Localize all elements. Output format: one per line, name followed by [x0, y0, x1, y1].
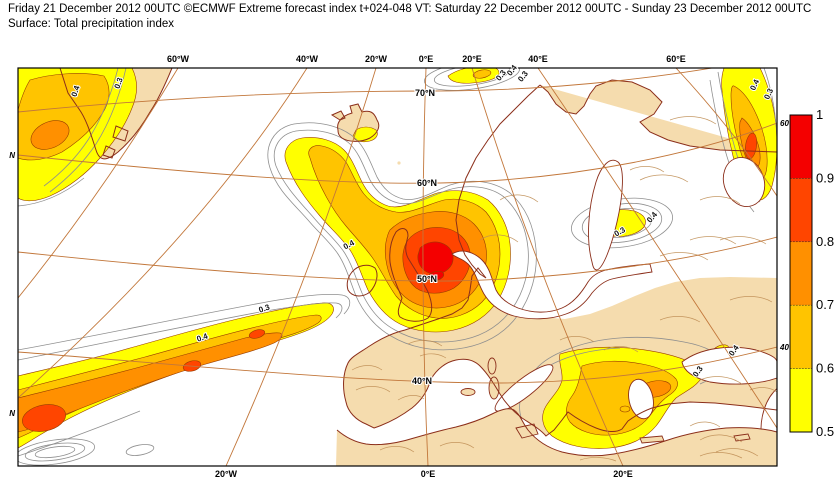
graticule-layer — [18, 68, 777, 466]
legend-tick-label: 0.9 — [816, 170, 834, 185]
graticule-label: 60 — [780, 119, 789, 128]
legend-tick-label: 0.8 — [816, 234, 834, 249]
top-longitude-labels: 60°W 40°W 20°W 0°E 20°E 40°E 60°E — [167, 54, 686, 64]
sea-aegean — [628, 378, 654, 420]
efi-blob-layer — [18, 68, 777, 449]
graticule-label: 0°E — [421, 469, 436, 479]
legend-segment — [789, 304, 813, 369]
land-scandinavia-russia — [343, 80, 777, 436]
graticule-label: 0°E — [419, 54, 434, 64]
parallel-label: 60°N — [417, 178, 437, 188]
parallel-labels: 70°N 60°N 50°N 40°N — [411, 87, 438, 387]
efi-blob-greenland — [18, 68, 137, 202]
legend-colorbar: 1 0.9 0.8 0.7 0.6 0.5 — [789, 107, 834, 439]
land-faroe — [397, 161, 401, 165]
graticule-label: 60°W — [167, 54, 190, 64]
island-layer — [460, 357, 751, 444]
efi-blob-barents — [447, 68, 500, 84]
parallel-label: 70°N — [415, 88, 435, 98]
efi-blob-northsea — [284, 137, 511, 333]
legend-segment — [789, 368, 813, 433]
land-greenland-isles — [103, 126, 128, 158]
graticule-label: 40°W — [296, 54, 319, 64]
map-canvas — [18, 68, 777, 466]
land-africa — [336, 408, 777, 466]
legend-segment — [789, 241, 813, 306]
sea-baltic — [451, 250, 653, 320]
graticule-label: N — [9, 409, 15, 418]
title-line-1: Friday 21 December 2012 00UTC ©ECMWF Ext… — [8, 3, 812, 15]
graticule-label: 60°E — [666, 54, 686, 64]
legend-border — [789, 114, 813, 433]
map-frame — [17, 67, 778, 467]
land-sardinia — [488, 376, 500, 400]
graticule-label: 20°W — [365, 54, 388, 64]
title-line-2: Surface: Total precipitation index — [8, 18, 174, 30]
land-mallorca — [460, 388, 476, 396]
coastline-layer — [59, 68, 777, 457]
sea-adriatic — [494, 364, 554, 412]
land-contour-layer — [351, 116, 777, 462]
right-latitude-labels: 60 40 — [779, 119, 789, 352]
graticule-label: 20°W — [215, 469, 238, 479]
legend-segment — [789, 114, 813, 179]
sea-cutout-layer — [451, 157, 777, 456]
legend-tick-label: 0.7 — [816, 297, 834, 312]
legend-tick-label: 0.6 — [816, 361, 834, 376]
coast-ireland — [346, 264, 378, 297]
graticule-label: 40 — [779, 343, 789, 352]
sea-black-sea — [681, 346, 777, 385]
coast-uk — [389, 228, 433, 322]
parallel-label: 50°N — [417, 274, 437, 284]
map-title-block: Friday 21 December 2012 00UTC ©ECMWF Ext… — [8, 2, 811, 32]
graticule-label: 20°E — [462, 54, 482, 64]
legend-segment — [789, 178, 813, 243]
graticule-label: 40°E — [528, 54, 548, 64]
land-corsica — [487, 357, 497, 375]
sea-bothnia — [588, 159, 623, 271]
graticule-label: 20°E — [613, 469, 633, 479]
legend-tick-label: 1 — [816, 107, 823, 122]
efi-blob-atlantic-band — [18, 302, 334, 449]
legend-tick-label: 0.5 — [816, 424, 834, 439]
graticule-label: N — [9, 151, 15, 160]
bottom-longitude-labels: 20°W 0°E 20°E — [215, 469, 633, 479]
parallel-label: 40°N — [412, 376, 432, 386]
left-latitude-labels: NN — [9, 151, 15, 418]
